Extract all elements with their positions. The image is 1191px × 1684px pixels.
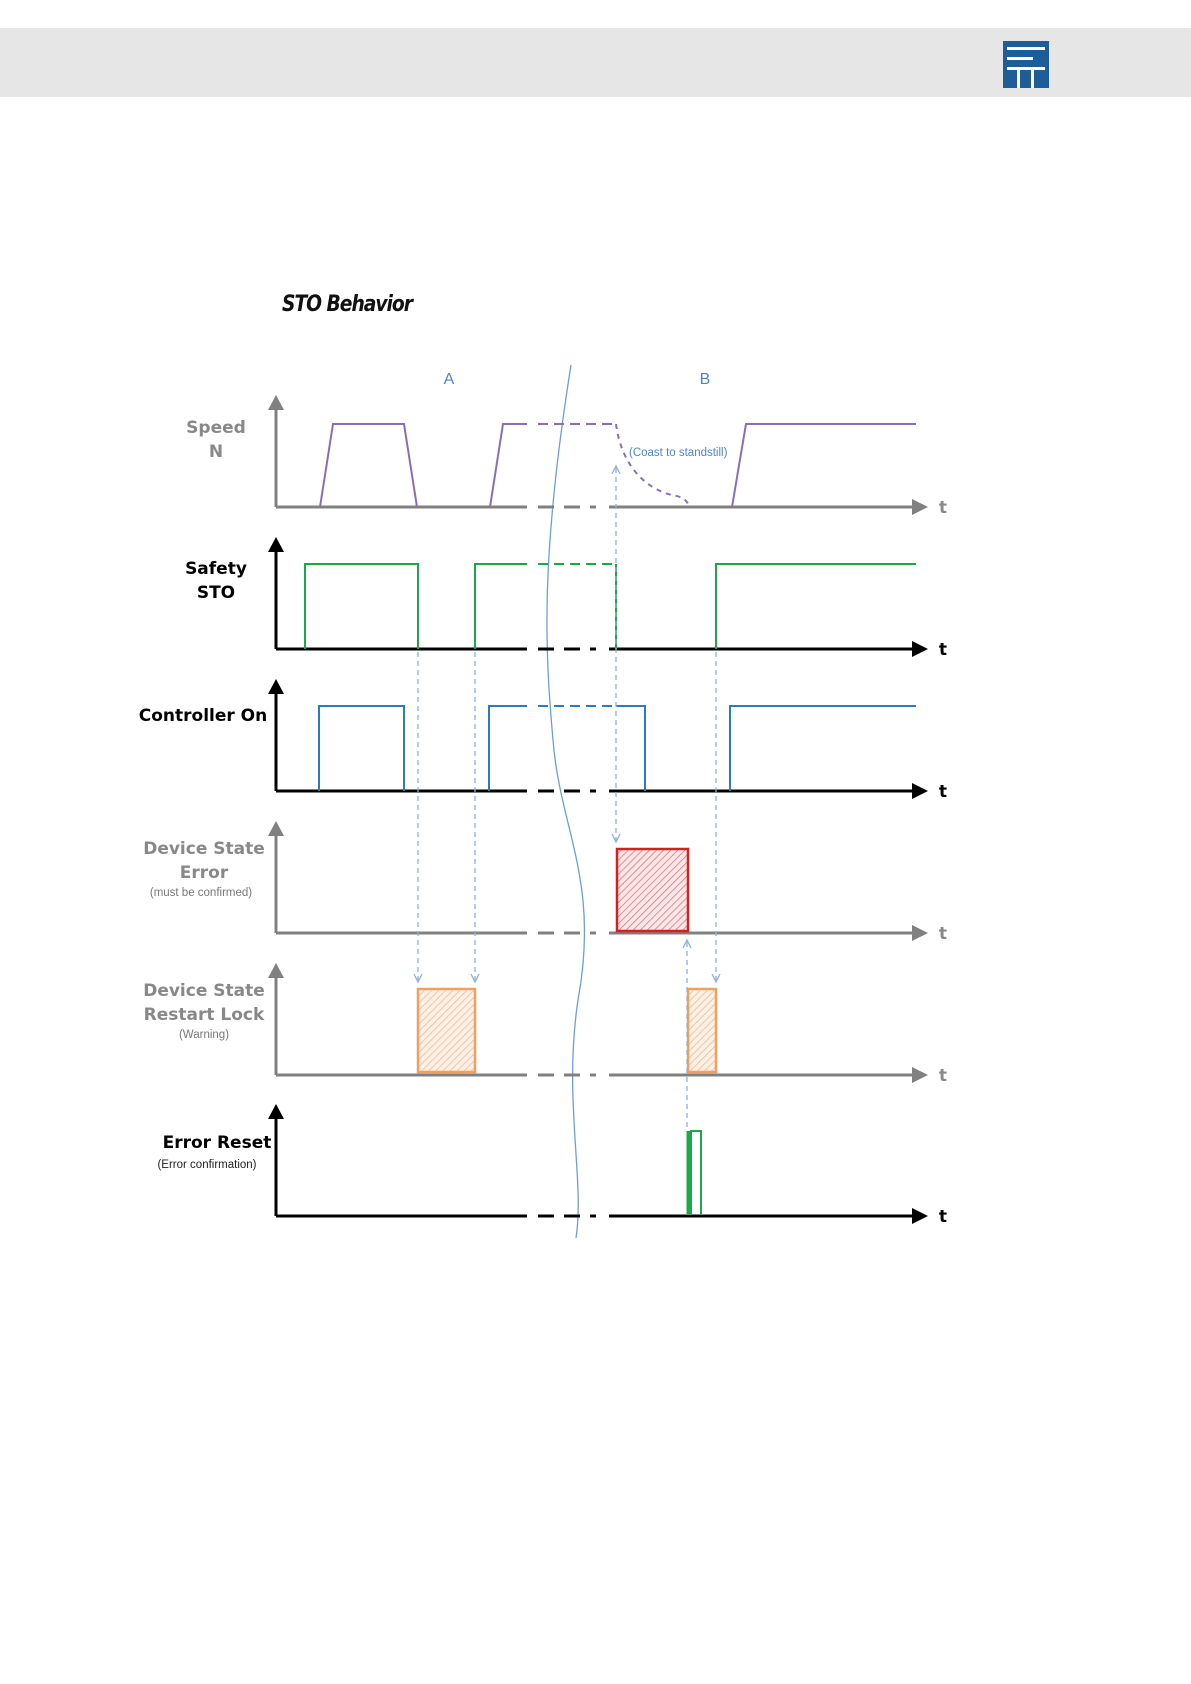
axis-t-device-state-error: t (939, 924, 947, 944)
signal-label-speed-line1: Speed (186, 418, 246, 438)
company-logo-icon (1003, 41, 1049, 88)
signal-sublabel-error: (must be confirmed) (150, 887, 252, 899)
error-reset-pulse (686, 1130, 702, 1214)
section-label-a: A (444, 371, 455, 388)
signal-sublabel-error-reset: (Error confirmation) (157, 1159, 256, 1171)
axis-speed (268, 395, 928, 515)
error-state-block (615, 847, 690, 933)
section-divider (546, 364, 586, 1239)
signal-label-error-line1: Device State (143, 839, 265, 859)
axis-controller-on (268, 679, 928, 799)
signal-sublabel-restart-lock: (Warning) (179, 1029, 229, 1041)
axis-safety-sto (268, 537, 928, 657)
speed-signal (319, 423, 916, 508)
signal-label-restart-lock-line1: Device State (143, 981, 265, 1001)
safety-sto-signal (304, 563, 916, 649)
axis-t-restart-lock: t (939, 1066, 947, 1086)
axis-t-controller-on: t (939, 782, 947, 802)
diagram-title: STO Behavior (282, 292, 413, 317)
signal-label-restart-lock-line2: Restart Lock (144, 1005, 265, 1025)
axis-device-state-restart-lock (268, 963, 928, 1083)
header-band (0, 28, 1191, 97)
coast-to-standstill-annotation: (Coast to standstill) (629, 447, 728, 459)
causal-arrows (413, 464, 721, 1128)
signal-label-controller-on: Controller On (139, 706, 268, 726)
axis-error-reset (268, 1104, 928, 1224)
restart-lock-block-a (416, 987, 477, 1074)
signal-label-safety-line2: STO (197, 583, 235, 603)
signal-label-error-line2: Error (180, 863, 229, 883)
axis-device-state-error (268, 821, 928, 941)
signal-label-error-reset: Error Reset (163, 1133, 272, 1153)
section-label-b: B (700, 371, 711, 388)
axis-t-speed: t (939, 498, 947, 518)
controller-on-signal (318, 705, 916, 791)
axis-t-safety-sto: t (939, 640, 947, 660)
signal-label-speed-line2: N (209, 442, 223, 462)
signal-label-safety-line1: Safety (185, 559, 247, 579)
axis-t-error-reset: t (939, 1207, 947, 1227)
restart-lock-block-b (686, 987, 718, 1074)
